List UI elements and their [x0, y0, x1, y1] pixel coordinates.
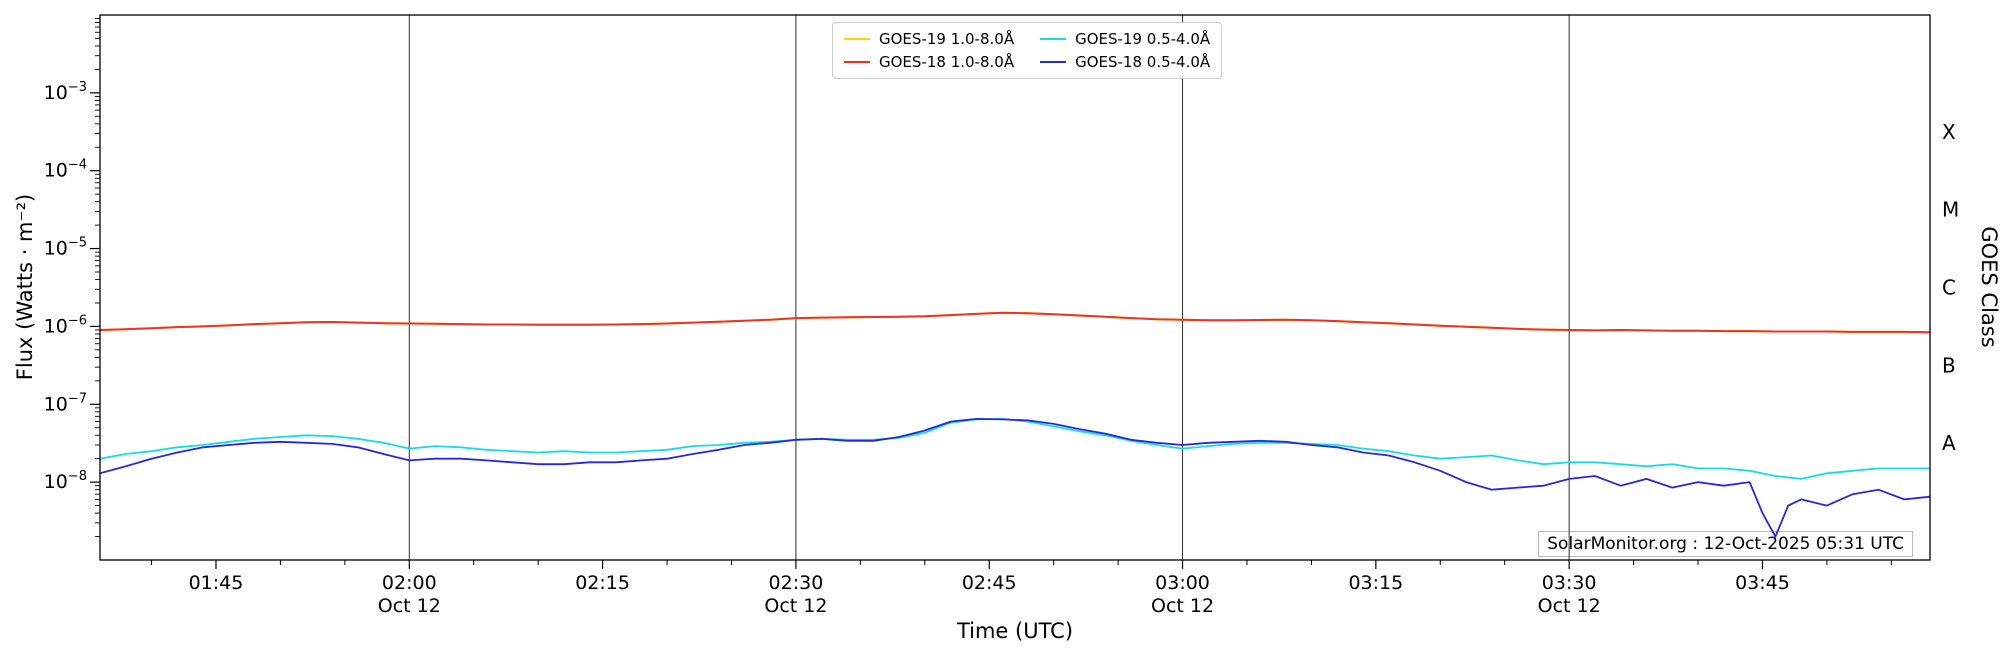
- legend-box: GOES-19 1.0-8.0Å GOES-18 1.0-8.0Å GOES-19 …: [832, 22, 1223, 79]
- legend-item: GOES-18 1.0-8.0Å: [844, 53, 1014, 71]
- legend-line-swatch: [844, 61, 870, 63]
- x-axis-label: Time (UTC): [956, 619, 1074, 643]
- legend-label: GOES-19 0.5-4.0Å: [1075, 30, 1211, 48]
- x-tick-sublabel: Oct 12: [764, 595, 827, 617]
- legend-item: GOES-19 1.0-8.0Å: [844, 30, 1014, 48]
- x-tick-label: 03:45: [1735, 572, 1790, 594]
- y-tick-label: 10−5: [44, 236, 87, 260]
- x-tick-label: 02:00: [382, 572, 437, 594]
- legend-item: GOES-18 0.5-4.0Å: [1040, 53, 1210, 71]
- x-tick-label: 02:15: [575, 572, 630, 594]
- y-tick-label: 10−8: [44, 469, 87, 493]
- goes-class-letter: C: [1942, 276, 1956, 300]
- series-goes18-long: [100, 311, 1930, 334]
- legend-label: GOES-18 0.5-4.0Å: [1075, 53, 1211, 71]
- legend-line-swatch: [1040, 61, 1067, 63]
- x-tick-sublabel: Oct 12: [378, 595, 441, 617]
- y-axis-right-label: GOES Class: [1977, 226, 2000, 348]
- series-goes18-short: [100, 417, 1930, 538]
- goes-class-letter: B: [1942, 353, 1956, 377]
- y-tick-label: 10−4: [44, 158, 87, 182]
- goes-class-letter: M: [1942, 198, 1959, 222]
- goes-class-letter: A: [1942, 431, 1956, 455]
- x-tick-label: 03:15: [1348, 572, 1403, 594]
- x-tick-label: 01:45: [189, 572, 244, 594]
- series-goes19-short: [100, 417, 1930, 480]
- x-tick-sublabel: Oct 12: [1538, 595, 1601, 617]
- legend-line-swatch: [844, 38, 870, 40]
- legend-label: GOES-19 1.0-8.0Å: [879, 30, 1015, 48]
- x-tick-label: 02:30: [769, 572, 824, 594]
- solarmonitor-timestamp: SolarMonitor.org : 12-Oct-2025 05:31 UTC: [1538, 531, 1913, 558]
- y-tick-label: 10−7: [44, 391, 87, 415]
- x-tick-label: 02:45: [962, 572, 1017, 594]
- y-tick-label: 10−6: [44, 313, 87, 337]
- goes-class-letter: X: [1942, 120, 1956, 144]
- legend-item: GOES-19 0.5-4.0Å: [1040, 30, 1210, 48]
- legend-line-swatch: [1040, 38, 1067, 40]
- x-tick-label: 03:00: [1155, 572, 1210, 594]
- y-tick-label: 10−3: [44, 80, 87, 104]
- x-tick-sublabel: Oct 12: [1151, 595, 1214, 617]
- y-axis-label: Flux (Watts · m⁻²): [13, 193, 37, 381]
- plot-frame: [99, 14, 1931, 561]
- x-tick-label: 03:30: [1542, 572, 1597, 594]
- legend-label: GOES-18 1.0-8.0Å: [879, 53, 1015, 71]
